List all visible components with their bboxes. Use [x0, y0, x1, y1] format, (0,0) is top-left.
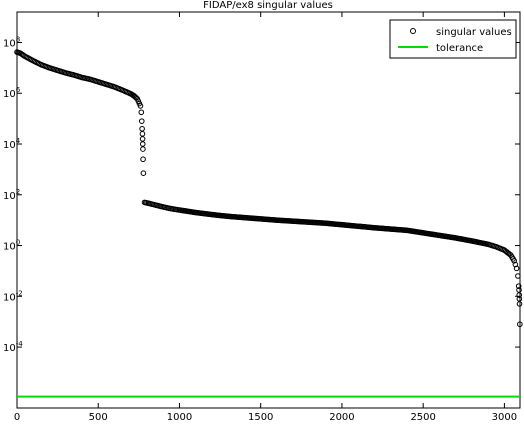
x-tick-label: 0 — [14, 412, 20, 423]
plot-area — [16, 11, 521, 409]
singular-value-point — [517, 321, 523, 328]
singular-value-point — [138, 118, 145, 124]
legend-box — [389, 19, 517, 59]
singular-value-point — [515, 273, 521, 279]
axis-ticks: 0 500 1000 1500 2000 2500 30001081061041021001… — [3, 12, 520, 423]
x-tick-label: 3000 — [492, 412, 517, 423]
legend-label-tolerance: tolerance — [436, 43, 483, 54]
x-tick-label: 2500 — [410, 412, 435, 423]
data-series — [14, 49, 523, 398]
singular-value-point — [140, 156, 146, 163]
singular-value-point — [516, 301, 523, 307]
singular-value-point — [140, 170, 147, 176]
legend-marker-singular-values — [410, 28, 416, 34]
legend-label-singular-values: singular values — [436, 27, 512, 38]
singular-value-point — [138, 109, 145, 116]
singular-value-point — [515, 283, 522, 289]
singular-value-point — [516, 292, 522, 298]
singular-value-point — [137, 103, 144, 109]
chart-title: FIDAP/ex8 singular values — [203, 0, 333, 11]
x-tick-label: 2000 — [329, 412, 354, 423]
x-tick-label: 1000 — [167, 412, 192, 423]
x-tick-label: 1500 — [248, 412, 273, 423]
x-tick-label: 500 — [89, 412, 108, 423]
singular-value-point — [140, 146, 146, 152]
legend: singular values tolerance — [389, 19, 517, 59]
singular-value-point — [513, 265, 520, 272]
